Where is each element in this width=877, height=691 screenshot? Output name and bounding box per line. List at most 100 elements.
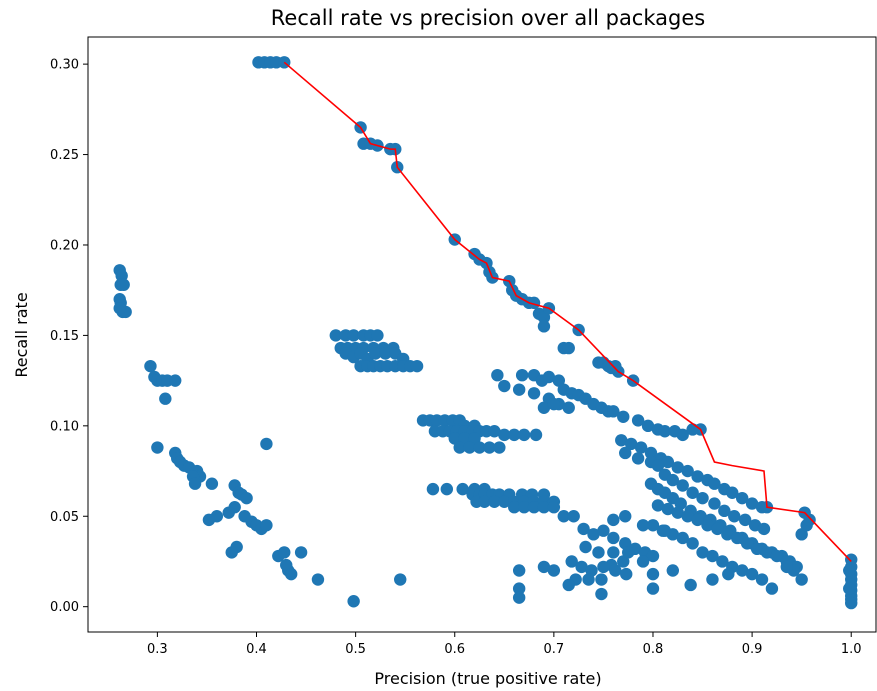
scatter-point (575, 560, 588, 574)
scatter-point (843, 582, 856, 595)
scatter-point (620, 567, 633, 581)
scatter-point (716, 555, 729, 568)
scatter-point (631, 452, 645, 465)
y-tick-label: 0.10 (50, 419, 79, 434)
scatter-point (619, 510, 632, 523)
scatter-point (607, 405, 620, 418)
scatter-point (757, 522, 771, 536)
scatter-point (631, 414, 645, 427)
scatter-point (696, 546, 709, 559)
axes-ticks: 0.3 0.4 0.5 0.6 0.7 0.8 0.9 1.0 0.00 0.05 0.10 0.15… (50, 58, 862, 657)
scatter-point (681, 464, 694, 478)
scatter-point (646, 519, 660, 532)
x-tick-label: 0.7 (544, 642, 565, 657)
scatter-point (379, 347, 392, 360)
y-tick-label: 0.30 (50, 58, 79, 73)
scatter-point (448, 432, 461, 445)
scatter-point (488, 425, 501, 438)
scatter-point (765, 582, 779, 595)
plot-frame (87, 36, 877, 633)
scatter-point (311, 573, 325, 586)
scatter-point (676, 428, 689, 442)
x-tick-label: 0.9 (742, 642, 763, 657)
scatter-point (686, 537, 699, 550)
scatter-point (498, 495, 511, 508)
scatter-point (735, 491, 749, 505)
scatter-point (188, 477, 202, 490)
scatter-point (666, 473, 680, 487)
scatter-point (225, 546, 238, 559)
scatter-point (565, 555, 578, 568)
scatter-point (456, 482, 469, 496)
scatter-point (681, 510, 694, 523)
scatter-point (347, 329, 360, 342)
chart-title: Recall rate vs precision over all packag… (271, 6, 705, 30)
scatter-point (562, 401, 575, 414)
scatter-point (718, 504, 731, 518)
y-axis-label-group: Recall rate (12, 292, 31, 377)
scatter-point (294, 546, 308, 559)
scatter-point (552, 374, 566, 387)
scatter-point (371, 329, 384, 342)
scatter-point (329, 329, 342, 342)
scatter-point (691, 470, 704, 483)
scatter-point (488, 495, 501, 508)
y-tick-label: 0.15 (50, 329, 79, 344)
scatter-point (658, 425, 672, 438)
scatter-point (708, 477, 721, 490)
scatter-point (636, 519, 650, 532)
scatter-point (144, 359, 157, 373)
x-tick-label: 0.5 (345, 642, 366, 657)
scatter-point (410, 359, 424, 373)
scatter-point (562, 578, 575, 592)
scatter-point (661, 455, 675, 469)
scatter-point (512, 564, 526, 577)
scatter-point (453, 441, 466, 454)
scatter-point (169, 374, 182, 387)
scatter-point (577, 522, 590, 536)
scatter-point (440, 482, 454, 496)
scatter-point (609, 564, 622, 577)
scatter-point (542, 370, 556, 384)
scatter-point (845, 596, 858, 610)
scatter-point (607, 546, 620, 559)
scatter-point (508, 428, 521, 442)
scatter-point (708, 497, 721, 510)
scatter-point (587, 528, 600, 541)
scatter-point (537, 320, 551, 333)
scatter-point (493, 441, 506, 454)
scatter-point (651, 459, 665, 472)
scatter-point (113, 302, 126, 315)
scatter-point (557, 510, 570, 523)
x-tick-label: 1.0 (841, 642, 862, 657)
scatter-point (722, 567, 735, 581)
scatter-point (780, 560, 793, 574)
scatter-point (745, 497, 759, 510)
scatter-point (527, 387, 541, 400)
scatter-point (615, 434, 628, 447)
scatter-point (731, 531, 744, 545)
scatter-point (617, 410, 630, 423)
scatter-point (222, 506, 235, 519)
x-tick-label: 0.6 (444, 642, 465, 657)
plot-area (113, 56, 858, 610)
x-tick-label: 0.8 (643, 642, 664, 657)
scatter-point (646, 549, 660, 563)
scatter-point (641, 419, 655, 433)
scatter-point (607, 513, 620, 527)
scatter-point (686, 486, 699, 499)
scatter-point (117, 278, 130, 291)
y-tick-label: 0.00 (50, 600, 79, 615)
scatter-point (491, 368, 504, 382)
scatter-point (651, 499, 665, 512)
scatter-point (636, 555, 650, 568)
scatter-point (537, 401, 551, 414)
scatter-point (240, 491, 253, 505)
scatter-point (463, 441, 476, 454)
scatter-point (458, 432, 471, 445)
scatter-point (684, 578, 697, 592)
scatter-point (478, 495, 491, 508)
scatter-point (671, 506, 684, 519)
scatter-point (676, 479, 689, 492)
